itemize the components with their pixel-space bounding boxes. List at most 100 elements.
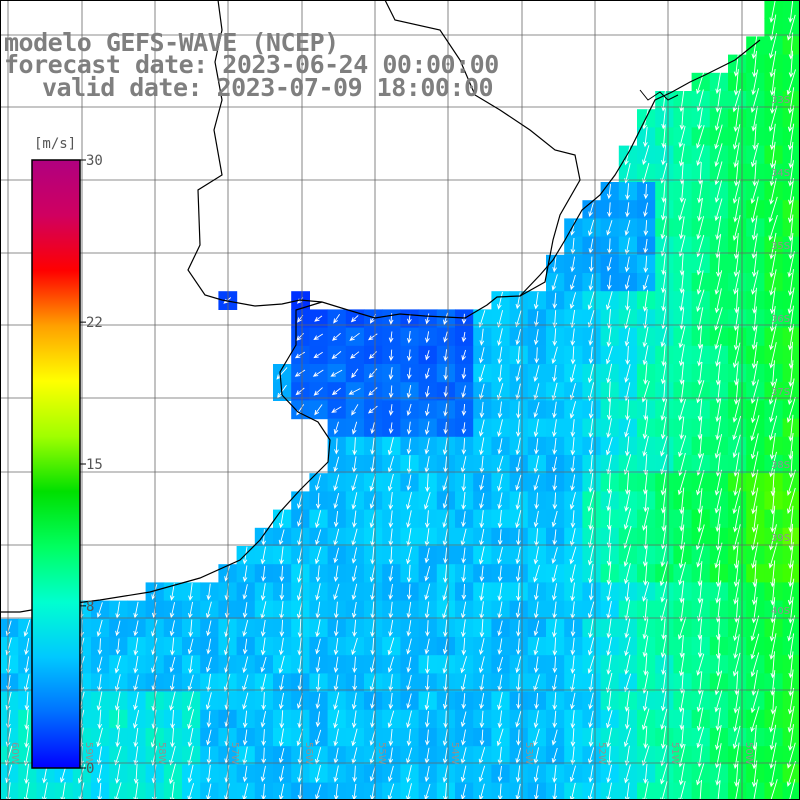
wind-arrow bbox=[496, 383, 504, 401]
wind-arrow bbox=[770, 141, 776, 169]
wind-arrow bbox=[333, 765, 339, 783]
wind-arrow bbox=[406, 601, 412, 619]
wind-arrow bbox=[388, 385, 394, 399]
wind-arrow bbox=[424, 492, 431, 510]
wind-arrow bbox=[334, 438, 339, 455]
wind-arrow bbox=[333, 656, 339, 673]
wind-arrow bbox=[714, 161, 723, 186]
wind-arrow bbox=[787, 196, 795, 224]
wind-arrow bbox=[769, 14, 777, 42]
wind-arrow bbox=[770, 360, 776, 387]
wind-arrow bbox=[715, 506, 722, 533]
wind-arrow bbox=[315, 510, 322, 529]
wind-arrow bbox=[751, 251, 758, 278]
wind-arrow bbox=[642, 145, 650, 166]
wind-arrow bbox=[461, 385, 466, 399]
wind-arrow bbox=[497, 692, 503, 711]
wind-arrow bbox=[206, 638, 212, 655]
wind-arrow bbox=[569, 782, 576, 800]
wind-arrow bbox=[787, 778, 796, 800]
wind-arrow bbox=[714, 433, 723, 459]
wind-arrow bbox=[624, 764, 631, 784]
wind-arrow bbox=[461, 637, 467, 656]
wind-arrow bbox=[660, 726, 667, 750]
wind-arrow bbox=[24, 656, 30, 674]
longitude-label: 58W bbox=[156, 742, 167, 765]
wind-arrow bbox=[642, 274, 649, 291]
wind-arrow bbox=[551, 583, 558, 601]
wind-arrow bbox=[333, 637, 339, 656]
wind-arrow bbox=[679, 271, 685, 294]
wind-arrow bbox=[187, 745, 194, 766]
wind-arrow bbox=[114, 782, 122, 800]
wind-arrow bbox=[697, 179, 703, 204]
wind-arrow bbox=[679, 107, 685, 131]
wind-arrow bbox=[623, 727, 632, 748]
wind-arrow bbox=[478, 419, 485, 437]
wind-arrow bbox=[206, 711, 212, 728]
wind-arrow bbox=[515, 329, 521, 346]
longitude-label: 54W bbox=[449, 742, 460, 765]
wind-arrow bbox=[497, 401, 503, 419]
wind-arrow bbox=[714, 124, 723, 150]
wind-arrow bbox=[587, 783, 595, 800]
wind-arrow bbox=[660, 635, 667, 659]
wind-arrow bbox=[315, 784, 322, 800]
wind-arrow bbox=[751, 469, 759, 497]
wind-arrow bbox=[769, 615, 776, 642]
wind-arrow bbox=[624, 327, 630, 347]
wind-arrow bbox=[714, 307, 723, 331]
wind-arrow bbox=[479, 328, 485, 346]
wind-arrow bbox=[388, 367, 394, 381]
wind-arrow bbox=[260, 546, 266, 565]
wind-arrow bbox=[788, 542, 794, 570]
wind-arrow bbox=[588, 219, 595, 237]
wind-arrow bbox=[515, 310, 522, 328]
wind-arrow bbox=[242, 674, 249, 692]
wind-arrow bbox=[624, 618, 631, 639]
wind-arrow bbox=[133, 781, 139, 800]
wind-arrow bbox=[570, 746, 576, 766]
wind-arrow bbox=[297, 619, 303, 638]
wind-arrow bbox=[388, 492, 394, 510]
wind-arrow bbox=[369, 766, 376, 782]
wind-arrow bbox=[715, 652, 721, 677]
wind-arrow bbox=[294, 369, 306, 377]
wind-arrow bbox=[677, 470, 687, 496]
wind-arrow bbox=[606, 746, 612, 766]
wind-arrow bbox=[170, 637, 175, 656]
wind-arrow bbox=[96, 691, 103, 711]
wind-arrow bbox=[534, 528, 539, 547]
wind-arrow bbox=[497, 419, 503, 438]
wind-arrow bbox=[570, 728, 576, 747]
wind-arrow bbox=[588, 618, 594, 639]
wind-arrow bbox=[552, 328, 558, 347]
wind-arrow bbox=[424, 565, 431, 582]
wind-arrow bbox=[788, 724, 794, 752]
colorbar-tick-label: 8 bbox=[86, 599, 94, 615]
wind-arrow bbox=[751, 360, 758, 387]
wind-arrow bbox=[461, 422, 467, 435]
wind-arrow bbox=[97, 674, 102, 692]
wind-arrow bbox=[551, 547, 558, 564]
wind-arrow bbox=[569, 492, 576, 510]
wind-arrow bbox=[588, 765, 594, 783]
wind-arrow bbox=[587, 655, 595, 674]
wind-arrow bbox=[606, 508, 612, 531]
wind-arrow bbox=[588, 401, 594, 419]
wind-arrow bbox=[768, 214, 778, 241]
wind-arrow bbox=[715, 233, 722, 259]
wind-arrow bbox=[551, 564, 558, 583]
wind-arrow bbox=[786, 69, 796, 96]
wind-arrow bbox=[587, 291, 595, 311]
wind-arrow bbox=[661, 144, 667, 166]
wind-arrow bbox=[369, 674, 376, 692]
latitude-label: 40S bbox=[771, 606, 790, 617]
wind-arrow bbox=[351, 421, 358, 435]
longitude-label: 55W bbox=[376, 742, 387, 765]
wind-arrow bbox=[715, 523, 721, 551]
wind-arrow bbox=[769, 760, 777, 788]
wind-arrow bbox=[478, 310, 486, 328]
wind-arrow bbox=[370, 546, 375, 565]
wind-arrow bbox=[497, 746, 503, 765]
